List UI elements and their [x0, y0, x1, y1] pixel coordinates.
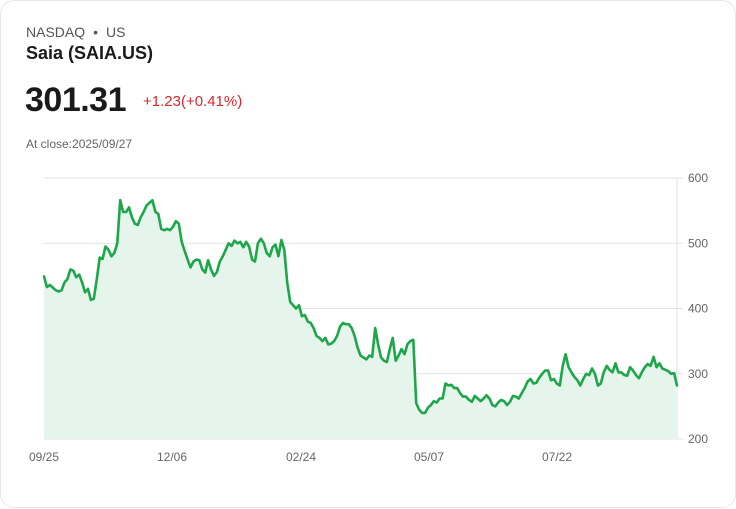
current-price: 301.31 [25, 81, 127, 119]
stock-title: Saia (SAIA.US) [26, 43, 154, 63]
x-axis-label: 02/24 [286, 450, 316, 464]
y-axis-label: 200 [688, 432, 708, 446]
price-change: +1.23(+0.41%) [143, 93, 243, 110]
area-fill [44, 200, 677, 439]
exchange-name: NASDAQ [26, 24, 86, 40]
y-axis-label: 300 [688, 367, 708, 381]
price-line [42, 198, 679, 415]
x-axis-label: 07/22 [542, 450, 572, 464]
x-axis-label: 05/07 [414, 450, 444, 464]
x-axis-label: 12/06 [157, 450, 187, 464]
close-timestamp: At close:2025/09/27 [26, 137, 133, 151]
y-axis-label: 400 [688, 302, 708, 316]
x-axis-label: 09/25 [29, 450, 59, 464]
region: US [106, 24, 126, 40]
separator-dot: • [93, 24, 99, 40]
exchange-line: NASDAQ • US [26, 24, 125, 40]
y-axis-label: 600 [688, 171, 708, 185]
y-axis-label: 500 [688, 236, 708, 250]
